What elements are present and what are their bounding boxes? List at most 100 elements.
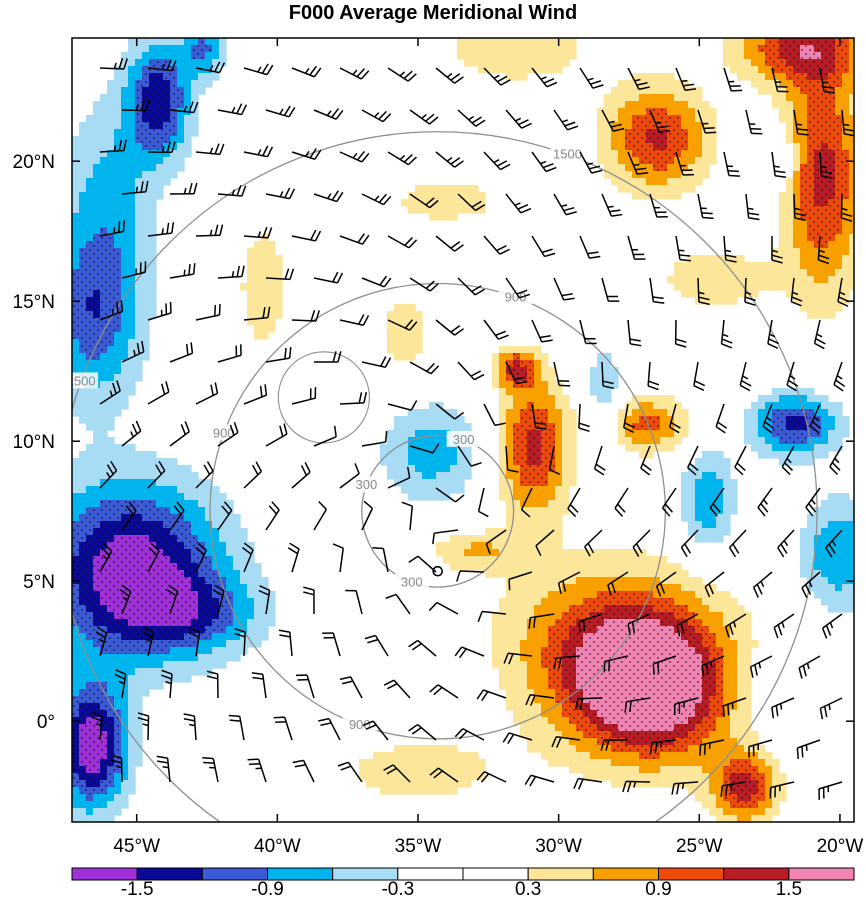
wind-barb — [339, 233, 370, 245]
wind-barb — [361, 430, 388, 447]
wind-barb — [243, 306, 271, 321]
wind-barb — [273, 716, 293, 741]
wind-barb — [195, 303, 221, 321]
wind-barb — [387, 466, 411, 489]
wind-barb — [212, 584, 225, 615]
wind-barb — [649, 739, 677, 754]
wind-barb — [769, 781, 795, 799]
x-tick-label: 20°W — [817, 836, 864, 857]
wind-barb — [503, 652, 533, 665]
wind-barb — [361, 500, 374, 531]
wind-barb — [805, 487, 821, 517]
wind-barb — [247, 758, 267, 783]
y-tick-label: 0° — [37, 712, 55, 733]
wind-barb — [183, 713, 197, 741]
wind-barb — [296, 674, 315, 699]
wind-barb — [265, 268, 295, 281]
wind-barb — [790, 277, 803, 307]
wind-barb — [195, 461, 214, 489]
wind-barb — [675, 235, 691, 262]
wind-barb — [531, 319, 553, 343]
wind-barb — [528, 613, 555, 629]
colorbar-label: 1.5 — [776, 879, 802, 900]
wind-barb — [217, 185, 247, 197]
wind-barb — [817, 235, 830, 265]
wind-barb — [771, 235, 783, 264]
wind-barb — [454, 728, 485, 741]
wind-barb — [796, 739, 821, 760]
wind-barb — [435, 487, 465, 503]
wind-barb — [757, 487, 773, 517]
wind-barb — [483, 403, 506, 427]
wind-barb — [243, 384, 268, 405]
wind-barb — [188, 627, 201, 657]
wind-barb — [291, 310, 320, 322]
wind-barb — [387, 400, 418, 411]
wind-barb — [627, 613, 651, 635]
wind-barb — [387, 67, 417, 82]
wind-barb — [121, 180, 149, 195]
wind-barb — [840, 193, 853, 222]
wind-barb — [841, 109, 854, 137]
wind-barb — [99, 58, 128, 70]
wind-barb — [95, 626, 108, 657]
wind-barb — [767, 319, 780, 349]
colorbar-label: 0.9 — [645, 879, 671, 900]
wind-barb — [287, 542, 300, 573]
wind-barb — [364, 634, 389, 657]
wind-barb — [649, 193, 668, 218]
wind-barb — [600, 739, 629, 751]
wind-barb — [361, 193, 392, 206]
wind-barb — [409, 193, 439, 209]
wind-barb — [313, 271, 344, 284]
wind-barb — [428, 601, 459, 615]
wind-barb — [825, 529, 843, 558]
wind-barb — [622, 780, 651, 793]
wind-barb — [291, 65, 322, 78]
wind-barb — [715, 403, 728, 434]
wind-barb — [258, 585, 271, 615]
wind-barb — [169, 501, 185, 531]
wind-barb — [166, 584, 179, 615]
wind-barb — [745, 193, 760, 221]
wind-barb — [793, 109, 809, 136]
range-ring-label: 900 — [349, 717, 371, 732]
plot-frame — [71, 37, 855, 823]
wind-barb — [483, 67, 511, 86]
wind-barb — [147, 301, 172, 321]
wind-barb — [821, 613, 843, 639]
wind-barb — [801, 571, 821, 599]
wind-barb — [477, 487, 489, 518]
wind-barb — [339, 463, 360, 489]
wind-barb — [524, 774, 555, 787]
wind-barb — [748, 739, 773, 758]
wind-barb — [409, 109, 439, 125]
wind-barb — [686, 445, 699, 476]
wind-barb — [744, 277, 756, 306]
wind-barb — [502, 732, 533, 745]
wind-barb — [520, 487, 533, 518]
wind-barb — [614, 487, 629, 517]
wind-barb — [147, 381, 170, 405]
wind-barb — [243, 63, 274, 76]
wind-barb — [291, 461, 311, 489]
wind-barb — [593, 445, 606, 476]
wind-barb — [401, 501, 414, 531]
x-tick-label: 25°W — [676, 836, 723, 857]
wind-barb — [579, 235, 601, 259]
wind-barb — [345, 589, 363, 615]
colorbar-swatch — [788, 867, 855, 881]
axes: 45°W 40°W 35°W 30°W 25°W 20°W 0° 5°N 10°N 15°N 20°… — [13, 38, 864, 857]
wind-barb — [553, 277, 575, 301]
wind-barb — [477, 610, 507, 623]
wind-barb — [557, 571, 581, 594]
wind-barb — [242, 542, 254, 573]
wind-barb — [745, 109, 763, 135]
wind-barb — [697, 193, 714, 220]
wind-barb — [483, 235, 510, 255]
x-tick-label: 35°W — [395, 836, 442, 857]
wind-barb — [99, 220, 126, 237]
wind-barb — [429, 684, 459, 699]
wind-barb — [786, 361, 799, 392]
wind-barb — [655, 571, 677, 597]
